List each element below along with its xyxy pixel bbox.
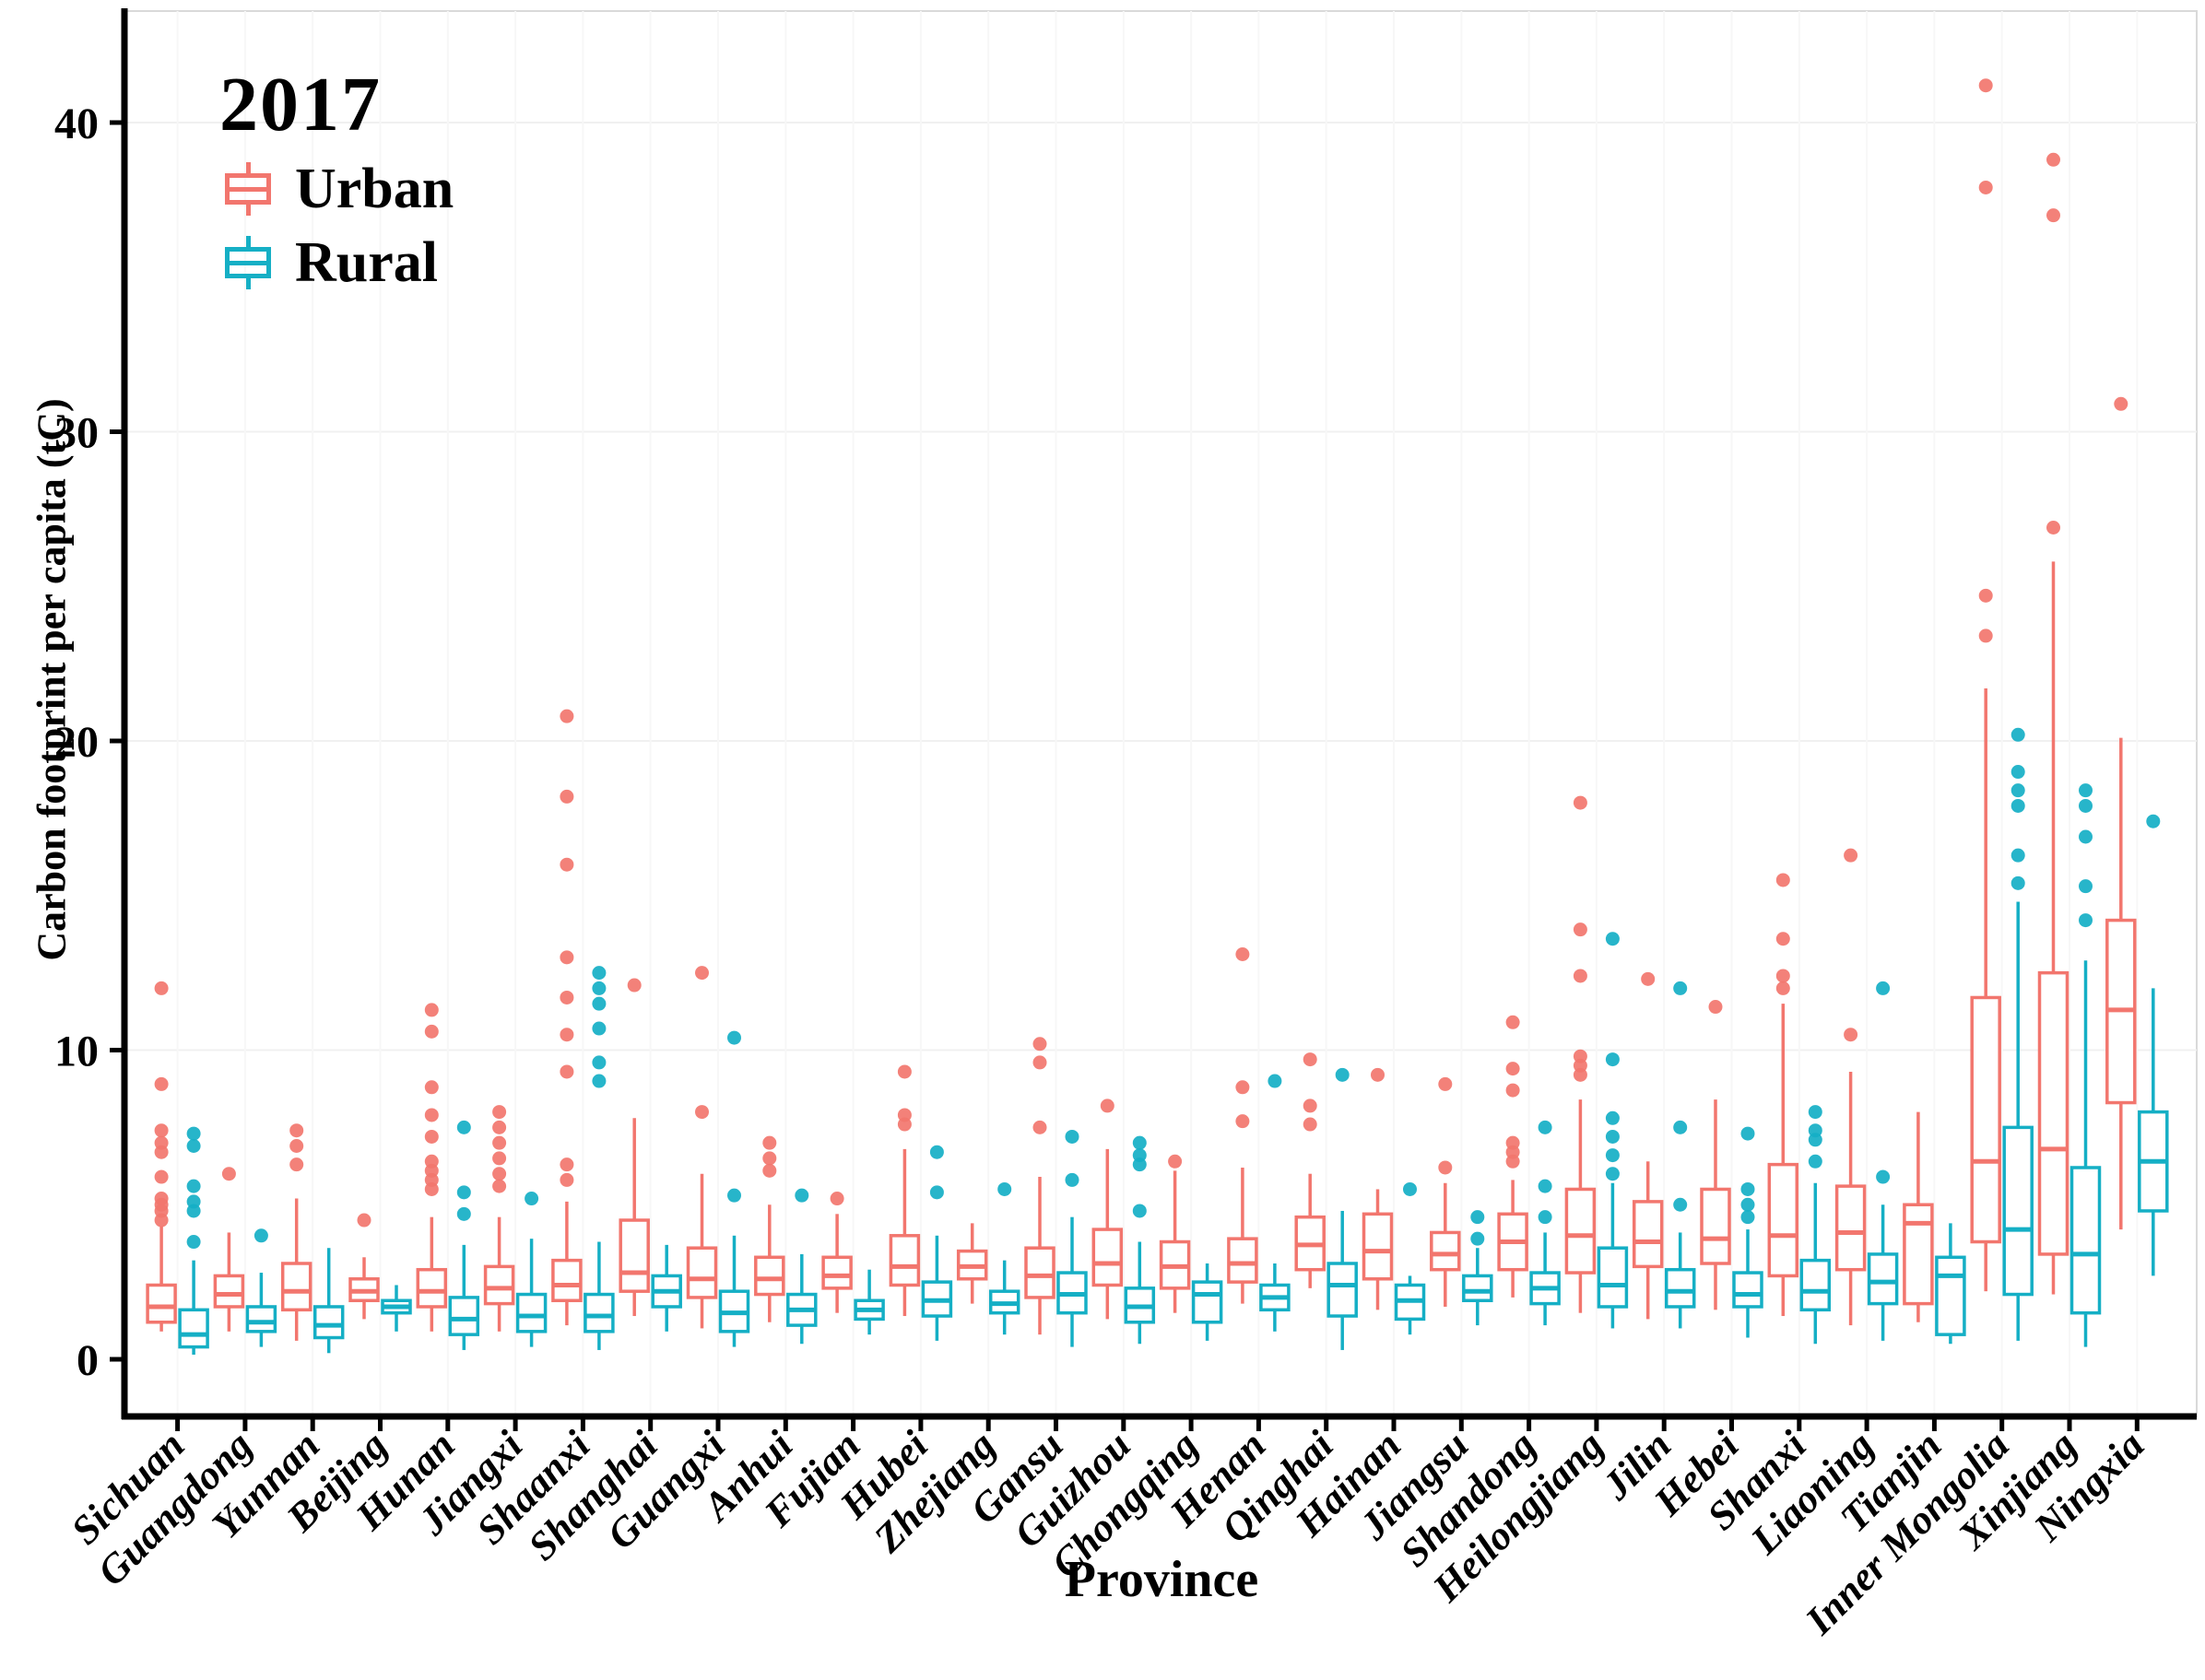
box-rural-Shanxi: [1799, 1105, 1832, 1345]
legend: 2017 Urban Rural: [219, 62, 454, 294]
box-rural-Hebei: [1732, 1126, 1763, 1338]
box-rural-Liaoning: [1867, 981, 1899, 1341]
box-urban-Guizhou: [1091, 1098, 1124, 1320]
box-urban-Jiangsu: [1430, 1076, 1461, 1307]
x-axis-title: Province: [1064, 1551, 1259, 1608]
box-urban-Xinjiang: [2037, 152, 2069, 1295]
box-rural-Guangxi: [718, 1030, 750, 1347]
box-rural-Jiangxi: [515, 1192, 548, 1347]
box-urban-Chongqing: [1159, 1154, 1191, 1313]
box-urban-Anhui: [754, 1135, 785, 1322]
y-tick-label: 0: [77, 1336, 99, 1385]
legend-label-urban: Urban: [295, 157, 454, 220]
box-rural-Henan: [1259, 1074, 1291, 1332]
box-urban-Shandong: [1497, 1015, 1528, 1298]
box-rural-Yunnan: [312, 1248, 345, 1354]
box-rural-Zhejiang: [988, 1181, 1020, 1335]
box-rural-Ningxia: [2138, 814, 2169, 1276]
box-urban-Guangdong: [213, 1167, 245, 1332]
box-urban-Ningxia: [2105, 396, 2137, 1230]
y-tick-label: 40: [54, 100, 99, 148]
box-rural-Qinghai: [1327, 1067, 1358, 1350]
box-urban-Hebei: [1700, 1000, 1731, 1310]
box-rural-Heilongjiang: [1597, 932, 1629, 1329]
y-tick-label: 20: [54, 718, 99, 767]
box-rural-Guizhou: [1124, 1135, 1156, 1345]
box-rural-Jiangsu: [1462, 1210, 1493, 1326]
legend-label-rural: Rural: [295, 230, 438, 294]
box-rural-Hunan: [448, 1120, 480, 1350]
box-rural-Inner Mongolia: [2002, 727, 2034, 1341]
box-urban-Tianjin: [1903, 1111, 1934, 1322]
y-axis-title: Carbon footprint per capita (tC): [29, 398, 75, 961]
box-rural-Shaanxi: [584, 966, 615, 1350]
box-rural-Fujian: [854, 1269, 885, 1335]
box-urban-Shaanxi: [551, 709, 583, 1326]
rural-boxplot-icon: [225, 236, 271, 290]
box-urban-Sichuan: [146, 981, 177, 1332]
box-urban-Guangxi: [686, 966, 718, 1329]
box-urban-Heilongjiang: [1564, 795, 1597, 1313]
box-rural-Hainan: [1394, 1181, 1426, 1335]
box-urban-Fujian: [821, 1192, 853, 1313]
box-rural-Beijing: [381, 1285, 412, 1332]
box-rural-Gansu: [1056, 1129, 1088, 1347]
box-urban-Qinghai: [1294, 1052, 1326, 1288]
box-urban-Henan: [1227, 946, 1258, 1304]
box-urban-Zhejiang: [956, 1223, 988, 1304]
legend-title: 2017: [219, 62, 382, 147]
urban-boxplot-icon: [225, 162, 271, 217]
box-urban-Beijing: [348, 1213, 380, 1320]
box-urban-Yunnan: [280, 1123, 312, 1341]
box-urban-Hubei: [889, 1064, 921, 1317]
y-tick-label: 30: [54, 408, 99, 457]
box-rural-Shandong: [1529, 1120, 1561, 1326]
box-rural-Shanghai: [651, 1244, 682, 1332]
y-tick-label: 10: [54, 1027, 99, 1075]
box-urban-Gansu: [1024, 1037, 1055, 1335]
box-urban-Hunan: [416, 1003, 448, 1332]
box-rural-Anhui: [786, 1188, 818, 1345]
box-rural-Chongqing: [1191, 1263, 1223, 1341]
box-rural-Jilin: [1664, 981, 1696, 1329]
box-urban-Hainan: [1362, 1067, 1394, 1310]
legend-item-rural: Rural: [219, 230, 454, 294]
box-rural-Xinjiang: [2069, 783, 2102, 1347]
box-rural-Sichuan: [178, 1126, 209, 1355]
box-urban-Shanxi: [1767, 873, 1799, 1317]
box-urban-Inner Mongolia: [1970, 78, 2001, 1292]
box-rural-Tianjin: [1935, 1223, 1966, 1345]
box-urban-Shanghai: [619, 978, 650, 1317]
legend-item-urban: Urban: [219, 157, 454, 220]
box-urban-Jilin: [1632, 971, 1664, 1320]
box-rural-Hubei: [921, 1145, 953, 1341]
box-rural-Guangdong: [245, 1228, 277, 1347]
box-urban-Liaoning: [1834, 848, 1867, 1326]
box-urban-Jiangxi: [483, 1105, 515, 1332]
